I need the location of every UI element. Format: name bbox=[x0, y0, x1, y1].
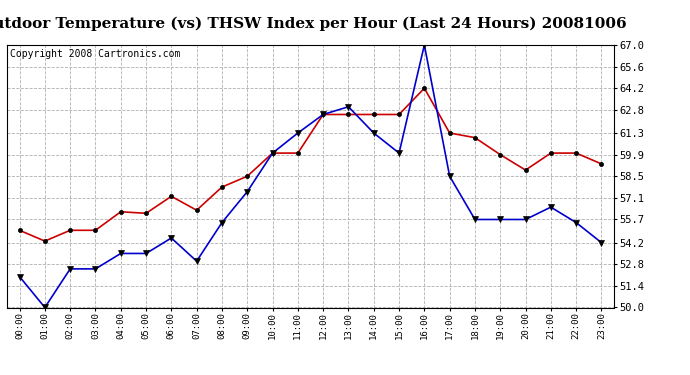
Text: Copyright 2008 Cartronics.com: Copyright 2008 Cartronics.com bbox=[10, 49, 180, 59]
Text: Outdoor Temperature (vs) THSW Index per Hour (Last 24 Hours) 20081006: Outdoor Temperature (vs) THSW Index per … bbox=[0, 17, 627, 31]
